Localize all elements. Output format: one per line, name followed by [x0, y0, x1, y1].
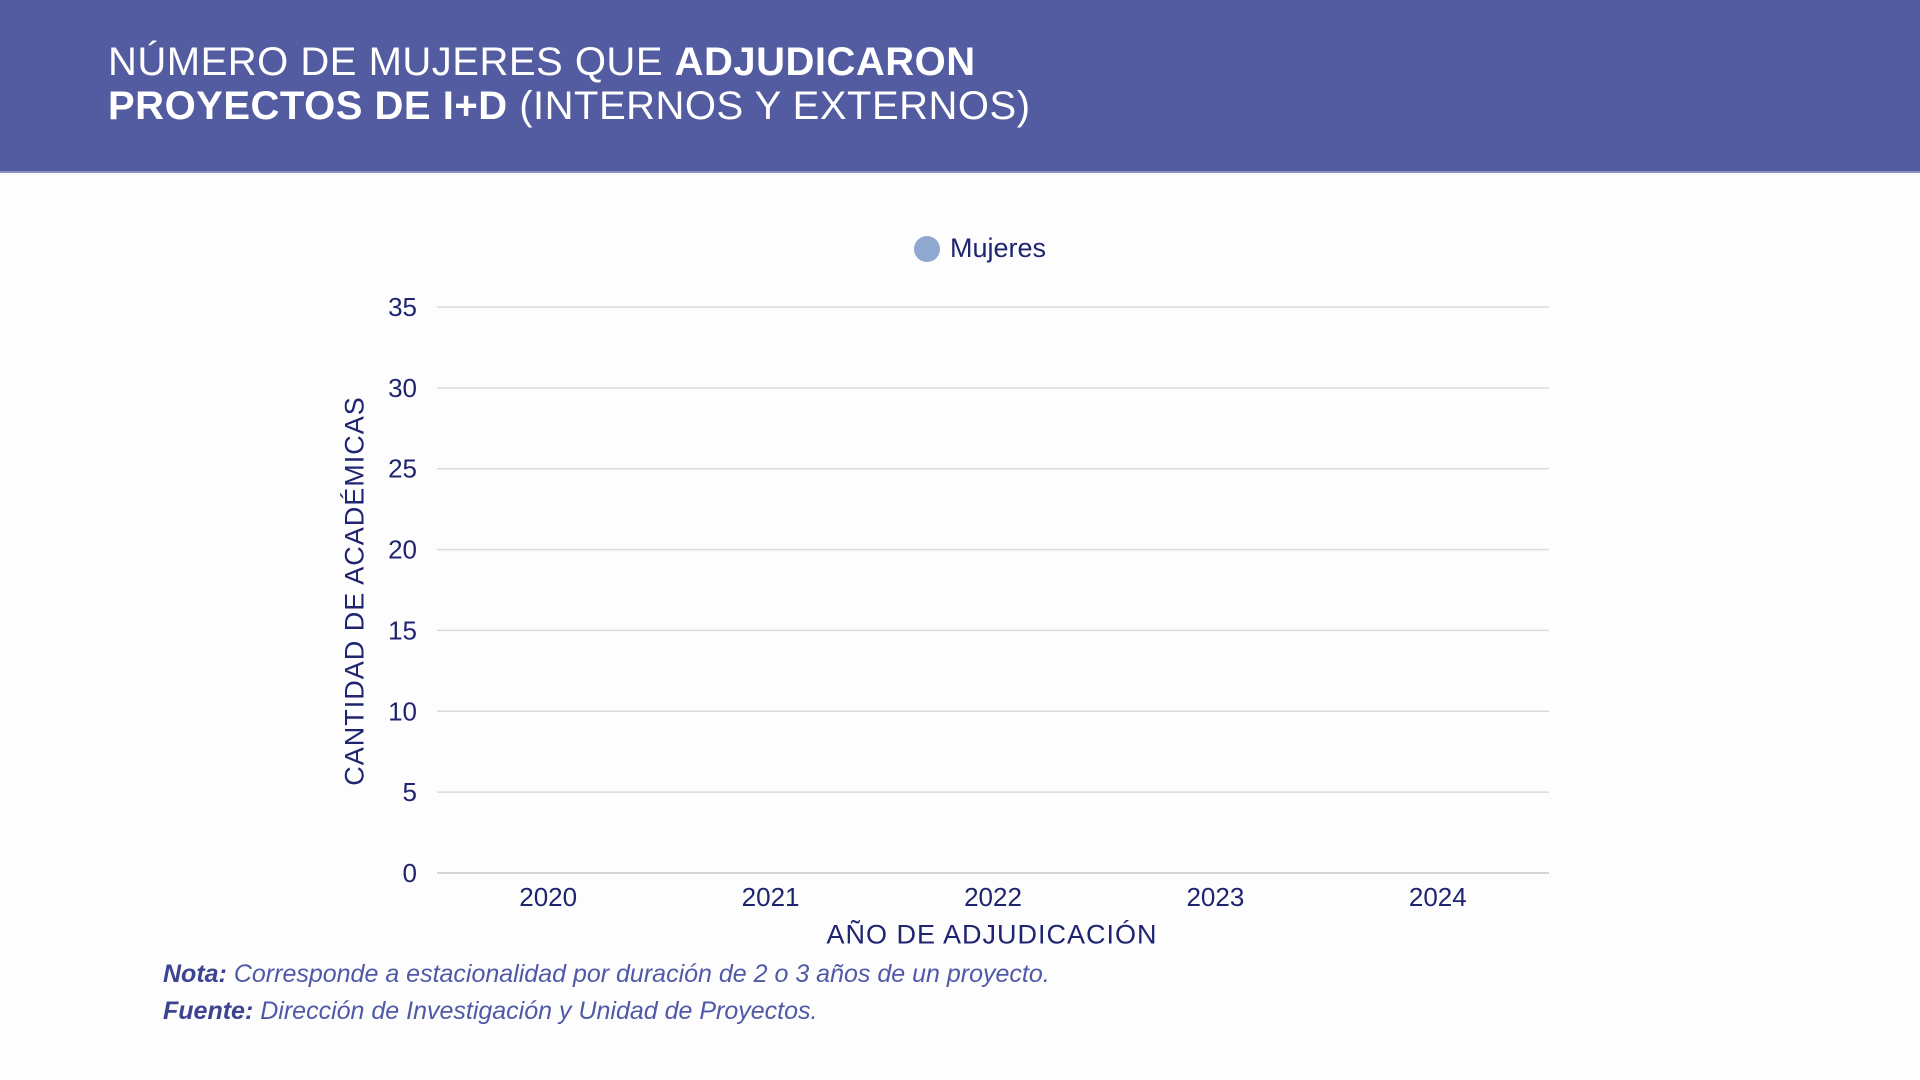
x-tick-label: 2022 — [964, 882, 1022, 912]
chart-legend: Mujeres — [914, 233, 1046, 264]
title-line1-light: NÚMERO DE MUJERES QUE — [108, 40, 675, 84]
y-tick-label: 30 — [388, 373, 417, 403]
legend-label: Mujeres — [950, 233, 1047, 263]
y-axis-label: CANTIDAD DE ACADÉMICAS — [339, 396, 370, 786]
header-banner: NÚMERO DE MUJERES QUE ADJUDICARON PROYEC… — [0, 0, 1920, 173]
chart-title: NÚMERO DE MUJERES QUE ADJUDICARON PROYEC… — [108, 40, 1031, 128]
y-tick-label: 15 — [388, 615, 417, 645]
note-label: Nota: — [163, 960, 227, 988]
y-tick-label: 10 — [388, 696, 417, 726]
title-line1-bold: ADJUDICARON — [674, 40, 976, 84]
title-line2-light: (INTERNOS Y EXTERNOS) — [507, 84, 1031, 128]
x-tick-label: 2021 — [742, 882, 800, 912]
x-axis-label: AÑO DE ADJUDICACIÓN — [826, 919, 1158, 950]
x-tick-label: 2024 — [1409, 882, 1467, 912]
source-line: Fuente: Dirección de Investigación y Uni… — [163, 997, 817, 1026]
y-tick-label: 25 — [388, 454, 417, 484]
y-tick-label: 20 — [388, 535, 417, 565]
x-tick-label: 2020 — [519, 882, 577, 912]
y-tick-label: 5 — [403, 777, 417, 807]
source-label: Fuente: — [163, 997, 254, 1025]
y-tick-label: 35 — [388, 292, 417, 322]
title-line2-bold: PROYECTOS DE I+D — [108, 84, 508, 128]
source-text: Dirección de Investigación y Unidad de P… — [253, 997, 818, 1025]
legend-dot-icon — [914, 235, 940, 262]
note-line: Nota: Corresponde a estacionalidad por d… — [163, 960, 1050, 989]
note-text: Corresponde a estacionalidad por duració… — [226, 960, 1050, 988]
x-tick-label: 2023 — [1186, 882, 1244, 912]
y-tick-label: 0 — [403, 858, 417, 888]
